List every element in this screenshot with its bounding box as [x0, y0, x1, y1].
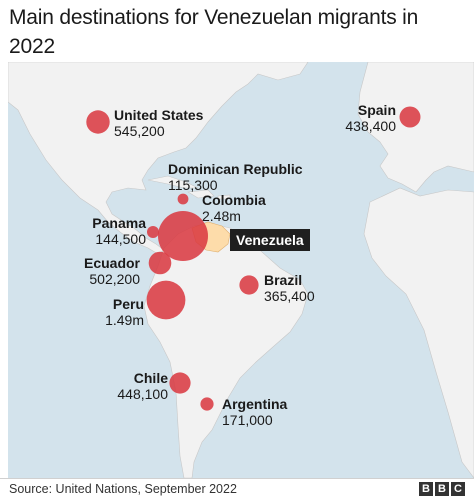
label-united-states: United States 545,200 — [114, 107, 204, 139]
bubble-united-states — [86, 110, 110, 134]
map-svg — [8, 62, 474, 478]
bubble-panama — [147, 226, 159, 238]
label-peru: Peru 1.49m — [105, 296, 144, 328]
label-panama: Panama 144,500 — [92, 215, 146, 247]
label-brazil: Brazil 365,400 — [264, 272, 315, 304]
source-note: Source: United Nations, September 2022 — [9, 482, 237, 496]
label-ecuador: Ecuador 502,200 — [83, 255, 140, 287]
logo-block: C — [451, 482, 465, 496]
logo-block: B — [419, 482, 433, 496]
bubble-argentina — [200, 397, 214, 411]
label-dominican-republic: Dominican Republic 115,300 — [168, 161, 303, 193]
africa-landmass — [363, 187, 474, 478]
migrant-bubbles — [86, 106, 421, 411]
bubble-peru — [146, 280, 186, 320]
map-title: Main destinations for Venezuelan migrant… — [9, 6, 419, 58]
label-chile: Chile 448,100 — [117, 370, 168, 402]
logo-block: B — [435, 482, 449, 496]
europe-landmass — [357, 62, 474, 193]
caribbean-islands — [147, 175, 231, 200]
label-colombia: Colombia 2.48m — [202, 192, 266, 224]
bubble-spain — [399, 106, 421, 128]
bubble-ecuador — [148, 251, 172, 275]
bbc-logo: B B C — [419, 482, 465, 496]
venezuela-label: Venezuela — [230, 229, 310, 251]
bubble-dominican-republic — [177, 193, 189, 205]
footer: Source: United Nations, September 2022 B… — [0, 478, 474, 500]
bubble-chile — [169, 372, 191, 394]
bubble-brazil — [239, 275, 259, 295]
label-argentina: Argentina 171,000 — [222, 396, 288, 428]
bubble-colombia — [158, 211, 208, 261]
north-america-landmass — [8, 62, 309, 255]
map-area: United States 545,200 Spain 438,400 Domi… — [8, 62, 474, 478]
label-spain: Spain 438,400 — [345, 102, 396, 134]
